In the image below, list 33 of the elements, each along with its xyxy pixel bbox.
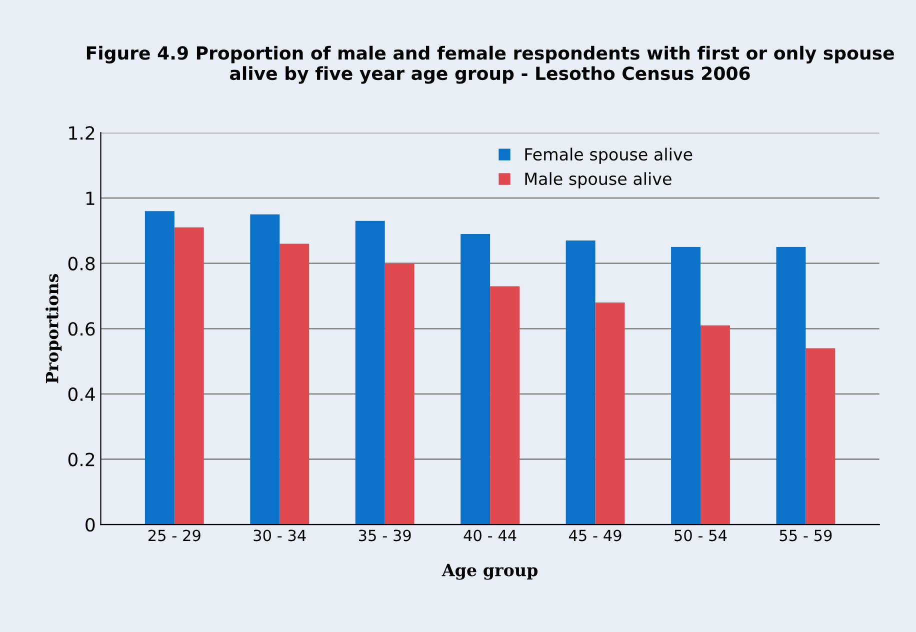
bar — [595, 302, 625, 525]
bar — [355, 220, 385, 525]
bar — [174, 227, 204, 525]
y-tick-label: 0.4 — [68, 387, 95, 402]
y-tick-label: 1 — [86, 192, 94, 205]
legend-label: Female spouse alive — [525, 148, 692, 164]
bar — [671, 247, 700, 525]
bar — [776, 247, 806, 525]
x-tick-label: 25 - 29 — [148, 530, 200, 542]
chart-title: Figure 4.9 Proportion of male and female respondents with first or only spouse alive by five year age group - Lesotho Census 2006 — [86, 46, 894, 84]
bar — [490, 286, 520, 525]
bar — [460, 234, 490, 525]
y-axis-title: Proportions — [46, 274, 62, 384]
bar — [806, 348, 836, 525]
legend-label: Male spouse alive — [525, 172, 672, 188]
y-tick-label: 0.8 — [68, 256, 95, 270]
bar — [700, 325, 730, 525]
x-axis-title: Age group — [442, 564, 538, 580]
x-tick-label: 40 - 44 — [464, 530, 516, 542]
bar — [280, 244, 310, 525]
x-tick-label: 55 - 59 — [780, 530, 832, 542]
y-tick-label: 1.2 — [69, 126, 94, 140]
y-tick-label: 0.6 — [68, 322, 95, 336]
x-tick-label: 45 - 49 — [568, 530, 622, 542]
x-tick-label: 35 - 39 — [358, 530, 411, 542]
x-tick-label: 50 - 54 — [674, 530, 727, 542]
bar — [566, 240, 596, 525]
bar — [384, 263, 414, 525]
bar — [144, 211, 174, 525]
x-tick-label: 30 - 34 — [254, 530, 306, 542]
y-tick-label: 0 — [86, 518, 95, 532]
y-tick-label: 0.2 — [68, 452, 94, 466]
bar — [250, 214, 280, 525]
